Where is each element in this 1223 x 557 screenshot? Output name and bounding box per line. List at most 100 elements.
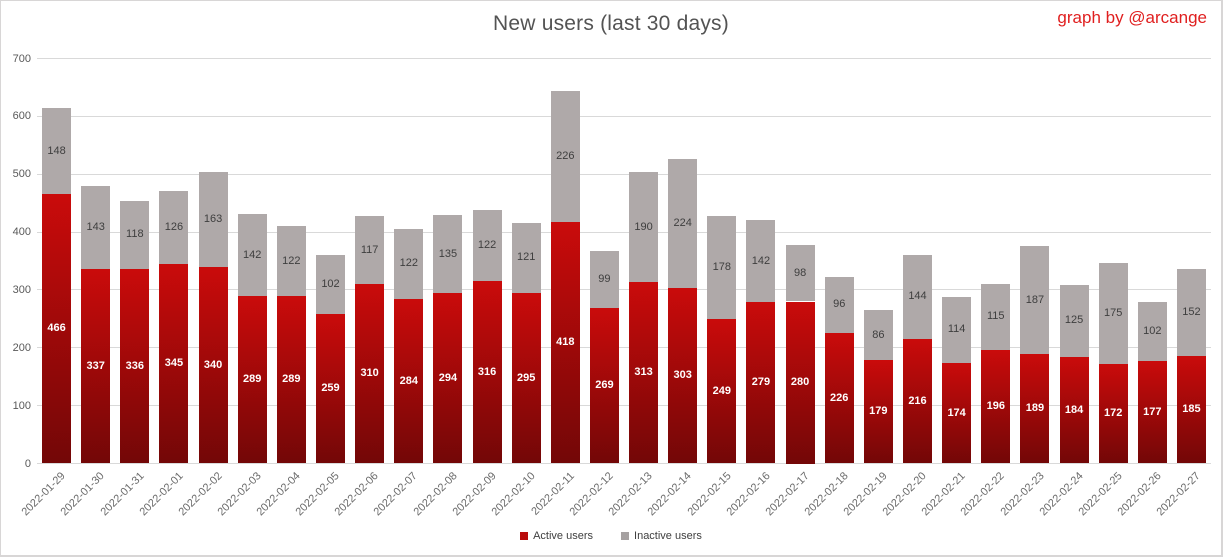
bar-segment-active: [863, 359, 893, 464]
bar-segment-active: [785, 301, 815, 464]
bar-value-active: 336: [125, 359, 144, 372]
bar-segment-active: [276, 296, 306, 464]
bar-segment-active: [316, 313, 345, 464]
bar-value-inactive: 121: [516, 251, 536, 264]
bar-value-inactive: 142: [243, 248, 262, 261]
bar-value-inactive: 163: [203, 213, 223, 226]
y-axis-tick-label: 0: [24, 457, 31, 470]
legend-swatch-active-icon: [520, 532, 529, 540]
bar-value-active: 303: [673, 369, 692, 382]
y-axis-tick-label: 600: [12, 110, 31, 123]
bar-value-inactive: 114: [947, 323, 966, 336]
bar-value-active: 340: [203, 358, 223, 371]
bar-segment-inactive: [1137, 302, 1167, 362]
bar-value-inactive: 135: [438, 247, 458, 260]
bar-segment-active: [159, 263, 189, 464]
bar-segment-inactive: [159, 190, 189, 264]
bar-value-active: 418: [556, 336, 575, 349]
legend-label-inactive: Inactive users: [634, 530, 702, 542]
bar-segment-active: [42, 193, 72, 464]
bar-value-inactive: 178: [712, 261, 731, 274]
bar-segment-active: [824, 332, 854, 464]
bar-value-active: 179: [869, 405, 888, 418]
bar-segment-active: [394, 299, 424, 464]
bar-segment-active: [707, 319, 737, 464]
bar-segment-active: [81, 268, 111, 464]
legend-item-inactive: Inactive users: [621, 530, 702, 542]
bar-segment-inactive: [472, 210, 502, 281]
bar-value-inactive: 187: [1025, 293, 1045, 306]
bar-segment-active: [903, 338, 932, 464]
gridline: [37, 463, 1211, 464]
bar-value-active: 310: [360, 367, 379, 380]
gridline: [37, 115, 1211, 117]
bar-value-active: 280: [790, 376, 810, 388]
bar-segment-active: [1059, 357, 1089, 464]
bar-value-active: 216: [908, 394, 927, 407]
y-axis-tick-label: 700: [12, 52, 31, 65]
bar-value-inactive: 125: [1064, 314, 1084, 327]
bar-value-inactive: 96: [833, 298, 846, 311]
bar-segment-active: [237, 296, 267, 464]
bar-value-active: 189: [1025, 402, 1045, 415]
bar-value-active: 289: [243, 373, 262, 386]
gridline: [37, 58, 1211, 59]
bar-value-active: 185: [1182, 403, 1201, 416]
bar-value-active: 337: [86, 359, 105, 372]
bar-value-inactive: 126: [164, 220, 184, 233]
bar-segment-inactive: [589, 250, 619, 308]
bar-segment-active: [942, 362, 972, 464]
bar-value-inactive: 86: [872, 328, 885, 341]
bar-segment-inactive: [668, 158, 698, 289]
y-axis-tick-label: 300: [12, 283, 31, 296]
bar-value-active: 196: [986, 400, 1005, 413]
bar-value-active: 184: [1064, 403, 1084, 416]
bar-segment-active: [120, 269, 150, 464]
y-axis-tick-label: 200: [12, 341, 31, 354]
bar-value-inactive: 143: [86, 220, 105, 233]
y-axis-tick-label: 500: [12, 168, 31, 181]
bar-segment-active: [589, 307, 619, 464]
y-axis-tick-label: 400: [12, 226, 31, 239]
gridline: [37, 231, 1211, 233]
bar-value-inactive: 122: [399, 257, 418, 270]
bar-segment-inactive: [1059, 284, 1089, 358]
bar-value-inactive: 102: [1143, 325, 1162, 338]
bar-segment-inactive: [1098, 262, 1128, 364]
chart-title: New users (last 30 days): [493, 12, 729, 35]
bar-segment-active: [981, 350, 1011, 464]
bar-segment-inactive: [785, 244, 815, 302]
bar-value-active: 249: [712, 384, 731, 397]
legend-swatch-inactive-icon: [621, 532, 630, 540]
gridline: [37, 405, 1211, 407]
bar-value-active: 294: [438, 371, 458, 384]
bar-value-active: 295: [516, 371, 536, 384]
bar-value-active: 259: [321, 382, 340, 395]
bar-segment-inactive: [276, 225, 306, 297]
bar-value-active: 177: [1143, 405, 1162, 418]
bar-segment-inactive: [824, 277, 854, 333]
bar-value-inactive: 142: [751, 254, 771, 267]
bar-segment-inactive: [394, 228, 424, 300]
bar-value-inactive: 152: [1182, 305, 1201, 318]
bar-segment-active: [550, 221, 580, 464]
bar-segment-active: [198, 266, 228, 464]
bar-segment-inactive: [355, 216, 385, 285]
bar-segment-inactive: [198, 172, 228, 267]
bar-value-inactive: 102: [321, 277, 340, 290]
bar-value-active: 466: [47, 322, 66, 335]
bar-segment-active: [1020, 354, 1050, 464]
bar-value-inactive: 224: [673, 216, 692, 229]
bar-segment-inactive: [1020, 245, 1050, 355]
bar-segment-active: [1137, 361, 1167, 464]
bar-segment-active: [1098, 363, 1128, 464]
bar-segment-active: [433, 293, 463, 464]
credit-text: graph by @arcange: [1057, 8, 1207, 27]
bar-value-active: 345: [164, 357, 184, 370]
bar-segment-inactive: [550, 90, 580, 222]
bar-segment-active: [355, 284, 385, 464]
legend-label-active: Active users: [533, 530, 594, 542]
bar-value-inactive: 115: [986, 310, 1005, 323]
bar-segment-inactive: [629, 172, 659, 283]
